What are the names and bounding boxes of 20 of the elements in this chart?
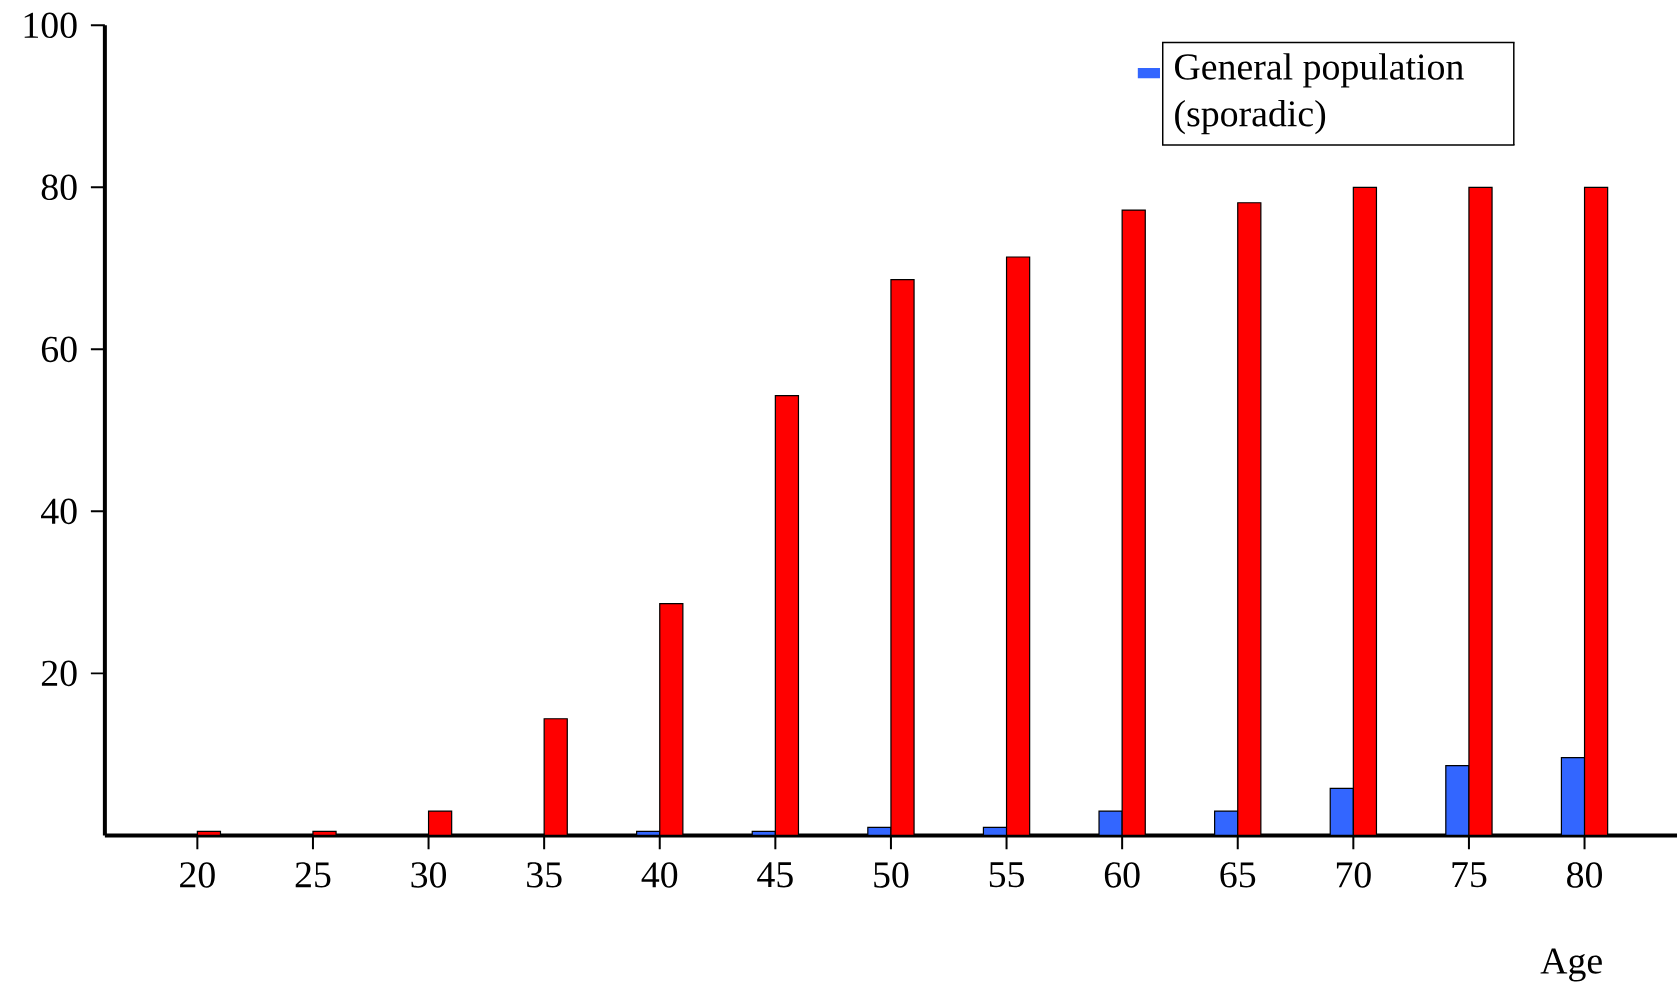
y-tick-label: 40 [41, 498, 77, 525]
x-tick-label: 60 [1104, 862, 1140, 888]
x-tick-label: 55 [989, 862, 1024, 888]
x-tick-label: 65 [1220, 862, 1256, 888]
x-tick-label: 50 [874, 862, 909, 888]
x-tick-label: 80 [1567, 862, 1602, 888]
x-tick-label: 70 [1336, 862, 1371, 888]
x-tick-label: 75 [1452, 862, 1487, 888]
x-tick-label: 40 [641, 862, 678, 888]
y-tick-label: 60 [41, 336, 77, 363]
x-tick-label: 35 [527, 862, 562, 888]
legend-label: General population (sporadic) [1175, 53, 1464, 135]
x-tick-label: 30 [411, 862, 447, 888]
x-axis-title: Age [1540, 948, 1602, 982]
y-tick-label: 100 [24, 12, 77, 39]
x-tick-label: 20 [180, 862, 215, 888]
y-tick-label: 20 [41, 660, 77, 687]
y-tick-label: 80 [41, 174, 77, 201]
x-tick-label: 25 [295, 862, 331, 888]
x-tick-label: 45 [757, 862, 793, 888]
